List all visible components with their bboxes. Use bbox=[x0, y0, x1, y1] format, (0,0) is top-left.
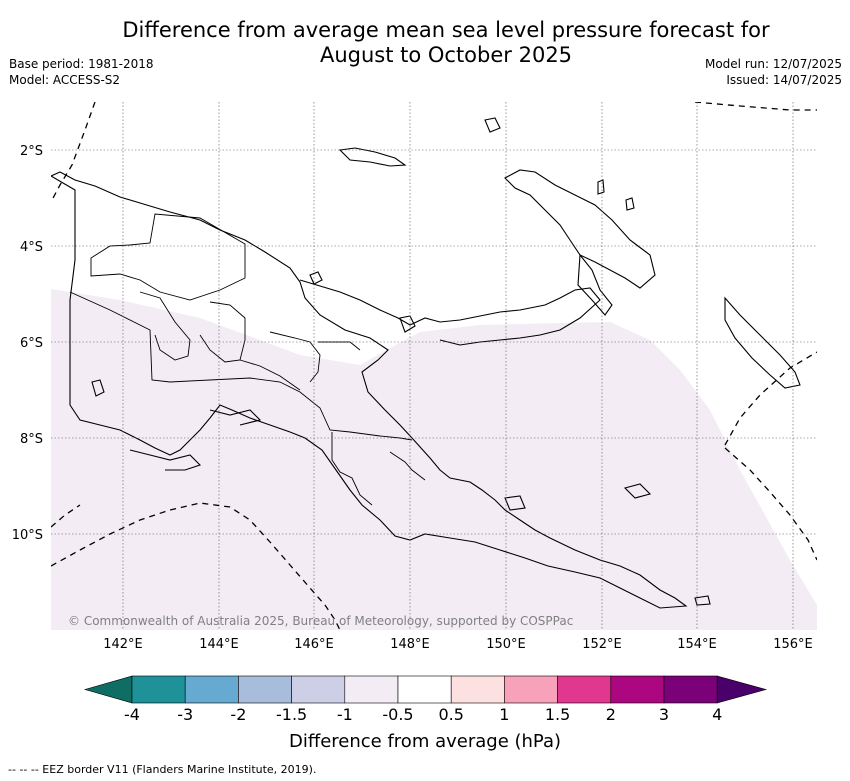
colorbar-segment bbox=[291, 675, 346, 704]
lon-label-156e: 156°E bbox=[773, 637, 813, 652]
lat-label-2s: 2°S bbox=[20, 144, 43, 159]
colorbar-segment bbox=[184, 675, 239, 704]
colorbar-segment bbox=[131, 675, 186, 704]
colorbar-segment bbox=[344, 675, 399, 704]
colorbar-tick-label: 0.5 bbox=[438, 705, 464, 724]
lat-label-4s: 4°S bbox=[20, 240, 43, 255]
model-run: Model run: 12/07/2025 bbox=[704, 57, 842, 71]
colorbar-tick-label: -4 bbox=[124, 705, 140, 724]
lon-label-146e: 146°E bbox=[294, 637, 334, 652]
colorbar-segment bbox=[557, 675, 612, 704]
map-title: Difference from average mean sea level p… bbox=[0, 18, 850, 68]
lon-label-154e: 154°E bbox=[677, 637, 717, 652]
lon-label-142e: 142°E bbox=[103, 637, 143, 652]
colorbar bbox=[83, 675, 768, 704]
lon-label-150e: 150°E bbox=[486, 637, 526, 652]
eez-borders bbox=[51, 102, 817, 630]
base-period: Base period: 1981-2018 bbox=[9, 57, 154, 71]
lon-label-152e: 152°E bbox=[582, 637, 622, 652]
colorbar-tick-label: 1.5 bbox=[544, 705, 571, 724]
lat-label-6s: 6°S bbox=[20, 336, 43, 351]
title-line-2: August to October 2025 bbox=[319, 43, 573, 67]
issued-date: Issued: 14/07/2025 bbox=[726, 73, 842, 87]
pressure-anomaly-shading bbox=[51, 289, 817, 630]
colorbar-tick-label: 4 bbox=[712, 705, 723, 724]
colorbar-segment bbox=[663, 675, 718, 704]
lon-label-144e: 144°E bbox=[199, 637, 239, 652]
colorbar-segment bbox=[504, 675, 558, 704]
colorbar-tick-label: -1.5 bbox=[275, 705, 308, 724]
meta-right: Model run: 12/07/2025 Issued: 14/07/2025 bbox=[705, 56, 842, 88]
coastlines bbox=[51, 117, 801, 609]
colorbar-segment bbox=[610, 675, 665, 704]
colorbar-extend-high bbox=[716, 675, 768, 704]
eez-legend-note: -- -- -- EEZ border V11 (Flanders Marine… bbox=[8, 763, 317, 776]
lon-label-148e: 148°E bbox=[390, 637, 430, 652]
longitude-labels: 142°E 144°E 146°E 148°E 150°E 152°E 154°… bbox=[103, 637, 813, 652]
meta-left: Base period: 1981-2018 Model: ACCESS-S2 bbox=[9, 56, 154, 88]
latitude-labels: 2°S 4°S 6°S 8°S 10°S bbox=[12, 144, 43, 543]
title-line-1: Difference from average mean sea level p… bbox=[122, 18, 770, 42]
colorbar-tick-label: 1 bbox=[499, 705, 510, 724]
colorbar-tick-label: 2 bbox=[605, 705, 616, 724]
lat-label-10s: 10°S bbox=[12, 528, 43, 543]
colorbar-extend-low bbox=[83, 675, 133, 704]
lat-label-8s: 8°S bbox=[20, 432, 43, 447]
colorbar-segment bbox=[450, 675, 505, 704]
colorbar-segment bbox=[238, 675, 292, 704]
colorbar-tick-label: -3 bbox=[177, 705, 194, 724]
colorbar-tick-label: 3 bbox=[658, 705, 670, 724]
model-name: Model: ACCESS-S2 bbox=[9, 73, 121, 87]
colorbar-tick-label: -2 bbox=[230, 705, 247, 724]
map-panel: © Commonwealth of Australia 2025, Bureau… bbox=[51, 102, 817, 630]
colorbar-tick-label: -1 bbox=[336, 705, 353, 724]
colorbar-segment bbox=[397, 675, 452, 704]
graticule bbox=[51, 102, 817, 630]
colorbar-tick-label: -0.5 bbox=[382, 705, 414, 724]
colorbar-label: Difference from average (hPa) bbox=[288, 731, 562, 752]
copyright-text: © Commonwealth of Australia 2025, Bureau… bbox=[68, 614, 573, 628]
